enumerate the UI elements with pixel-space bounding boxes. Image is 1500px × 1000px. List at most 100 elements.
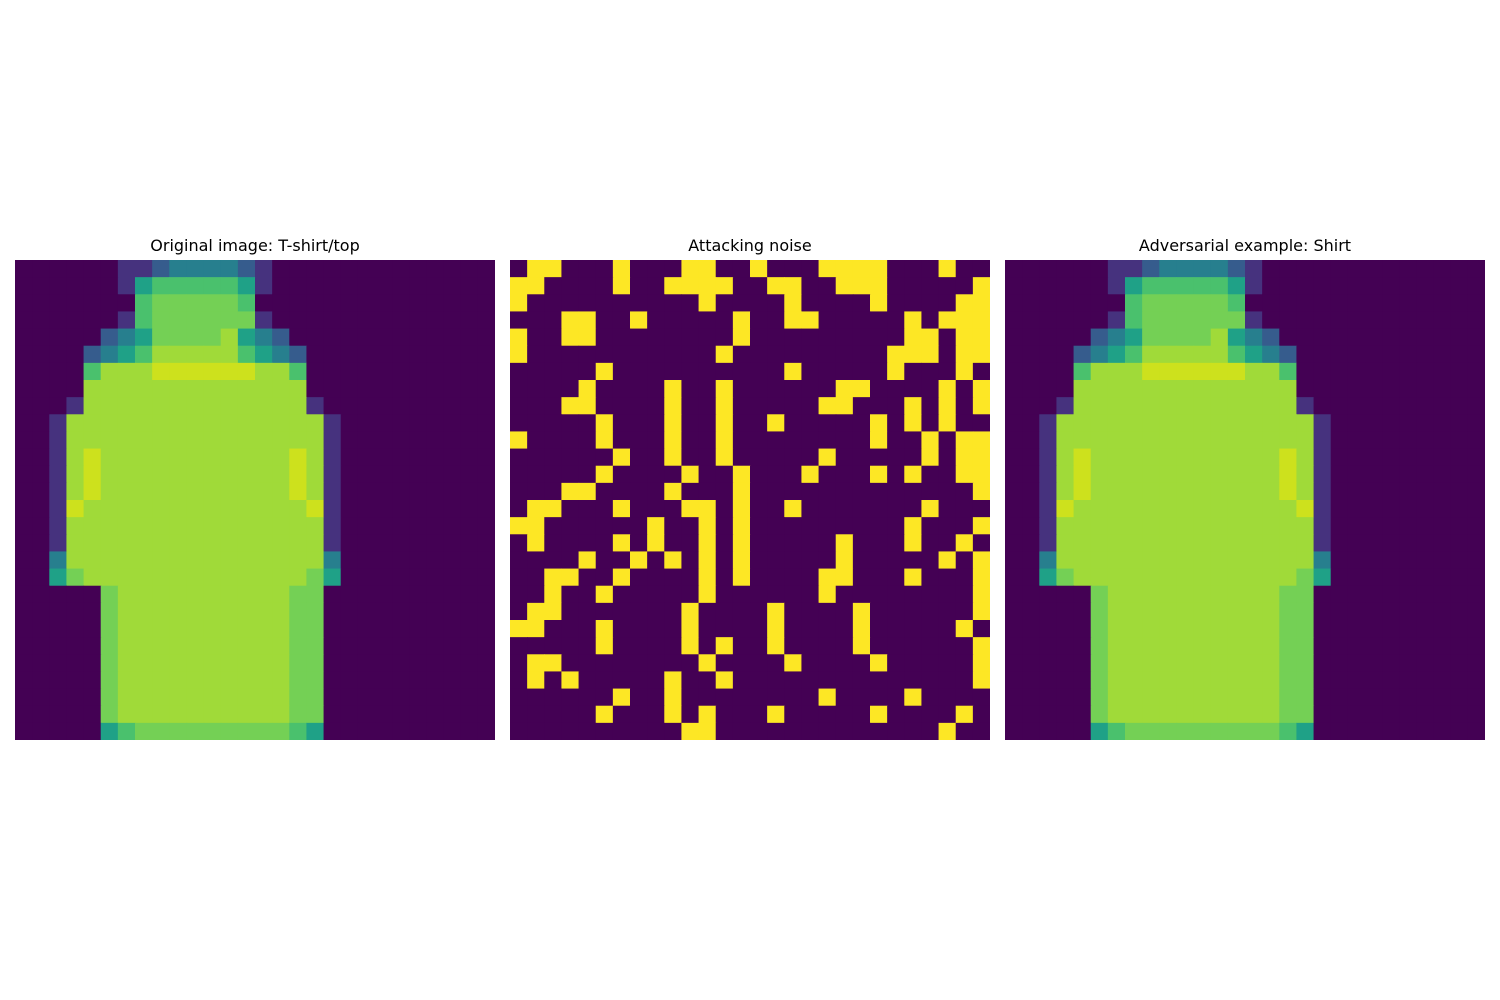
heatmap-cell (1450, 517, 1469, 535)
heatmap-cell (510, 414, 528, 433)
heatmap-cell (1159, 637, 1178, 655)
heatmap-cell (1125, 362, 1143, 381)
heatmap-cell (426, 448, 445, 467)
heatmap-cell (15, 328, 33, 347)
heatmap-cell (1279, 328, 1298, 347)
heatmap-cell (887, 705, 905, 724)
heatmap-cell (1193, 500, 1212, 518)
heatmap-cell (1467, 705, 1485, 724)
heatmap-cell (561, 500, 580, 518)
heatmap-cell (1125, 620, 1143, 638)
heatmap-cell (460, 688, 479, 707)
heatmap-cell (1005, 362, 1023, 381)
heatmap-cell (1433, 705, 1452, 724)
heatmap-cell (544, 705, 563, 724)
heatmap-cell (835, 500, 854, 518)
heatmap-cell (1193, 602, 1212, 621)
heatmap-cell (904, 654, 923, 673)
heatmap-cell (681, 688, 700, 707)
heatmap-cell (510, 568, 528, 587)
heatmap-cell (1382, 397, 1400, 415)
heatmap-cell (306, 585, 325, 604)
heatmap-cell (955, 294, 974, 313)
heatmap-cell (1467, 671, 1485, 690)
heatmap-cell (1313, 568, 1332, 587)
heatmap-cell (289, 671, 308, 690)
heatmap-cell (426, 654, 445, 673)
heatmap-cell (32, 277, 50, 295)
heatmap-cell (715, 705, 734, 724)
heatmap-cell (715, 431, 734, 450)
heatmap-cell (1210, 551, 1229, 570)
heatmap-cell (357, 277, 376, 295)
heatmap-cell (169, 637, 188, 655)
heatmap-cell (49, 380, 68, 398)
heatmap-cell (1159, 328, 1178, 347)
heatmap-cell (732, 465, 751, 484)
heatmap-cell (135, 448, 153, 467)
heatmap-cell (578, 517, 597, 535)
heatmap-cell (1073, 362, 1092, 381)
heatmap-cell (698, 277, 717, 295)
heatmap-cell (1296, 654, 1315, 673)
heatmap-cell (1176, 534, 1195, 553)
heatmap-cell (306, 517, 325, 535)
heatmap-cell (784, 688, 803, 707)
heatmap-cell (49, 637, 68, 655)
heatmap-cell (323, 517, 342, 535)
heatmap-cell (32, 448, 50, 467)
heatmap-cell (392, 722, 410, 740)
heatmap-cell (83, 294, 102, 313)
heatmap-cell (664, 551, 683, 570)
heatmap-cell (1347, 311, 1366, 330)
heatmap-cell (1245, 568, 1263, 587)
heatmap-cell (1090, 448, 1109, 467)
heatmap-cell (544, 431, 563, 450)
heatmap-cell (1450, 671, 1469, 690)
heatmap-cell (595, 448, 614, 467)
heatmap-cell (578, 482, 597, 501)
heatmap-cell (375, 431, 393, 450)
heatmap-cell (612, 362, 631, 381)
heatmap-cell (647, 637, 665, 655)
heatmap-cell (32, 294, 50, 313)
heatmap-cell (852, 637, 871, 655)
heatmap-cell (561, 482, 580, 501)
heatmap-cell (921, 551, 940, 570)
heatmap-cell (392, 260, 410, 278)
heatmap-cell (578, 705, 597, 724)
heatmap-cell (220, 260, 239, 278)
heatmap-cell (630, 620, 648, 638)
heatmap-cell (595, 722, 614, 740)
heatmap-cell (1433, 654, 1452, 673)
heatmap-cell (544, 602, 563, 621)
heatmap-cell (220, 397, 239, 415)
heatmap-cell (1262, 654, 1280, 673)
heatmap-cell (732, 688, 751, 707)
heatmap-cell (595, 517, 614, 535)
heatmap-cell (955, 465, 974, 484)
heatmap-cell (1107, 620, 1126, 638)
heatmap-cell (1073, 637, 1092, 655)
heatmap-cell (306, 345, 325, 364)
heatmap-cell (1433, 637, 1452, 655)
heatmap-cell (904, 585, 923, 604)
heatmap-cell (972, 294, 990, 313)
heatmap-cell (1467, 294, 1485, 313)
heatmap-cell (938, 568, 957, 587)
heatmap-cell (1262, 551, 1280, 570)
heatmap-cell (852, 688, 871, 707)
heatmap-cell (904, 311, 923, 330)
heatmap-cell (49, 294, 68, 313)
heatmap-cell (1296, 380, 1315, 398)
heatmap-cell (561, 620, 580, 638)
heatmap-cell (357, 517, 376, 535)
heatmap-cell (561, 448, 580, 467)
heatmap-cell (818, 277, 837, 295)
heatmap-cell (715, 260, 734, 278)
heatmap-cell (1073, 277, 1092, 295)
heatmap-cell (681, 482, 700, 501)
heatmap-cell (375, 345, 393, 364)
heatmap-cell (135, 500, 153, 518)
heatmap-cell (392, 585, 410, 604)
